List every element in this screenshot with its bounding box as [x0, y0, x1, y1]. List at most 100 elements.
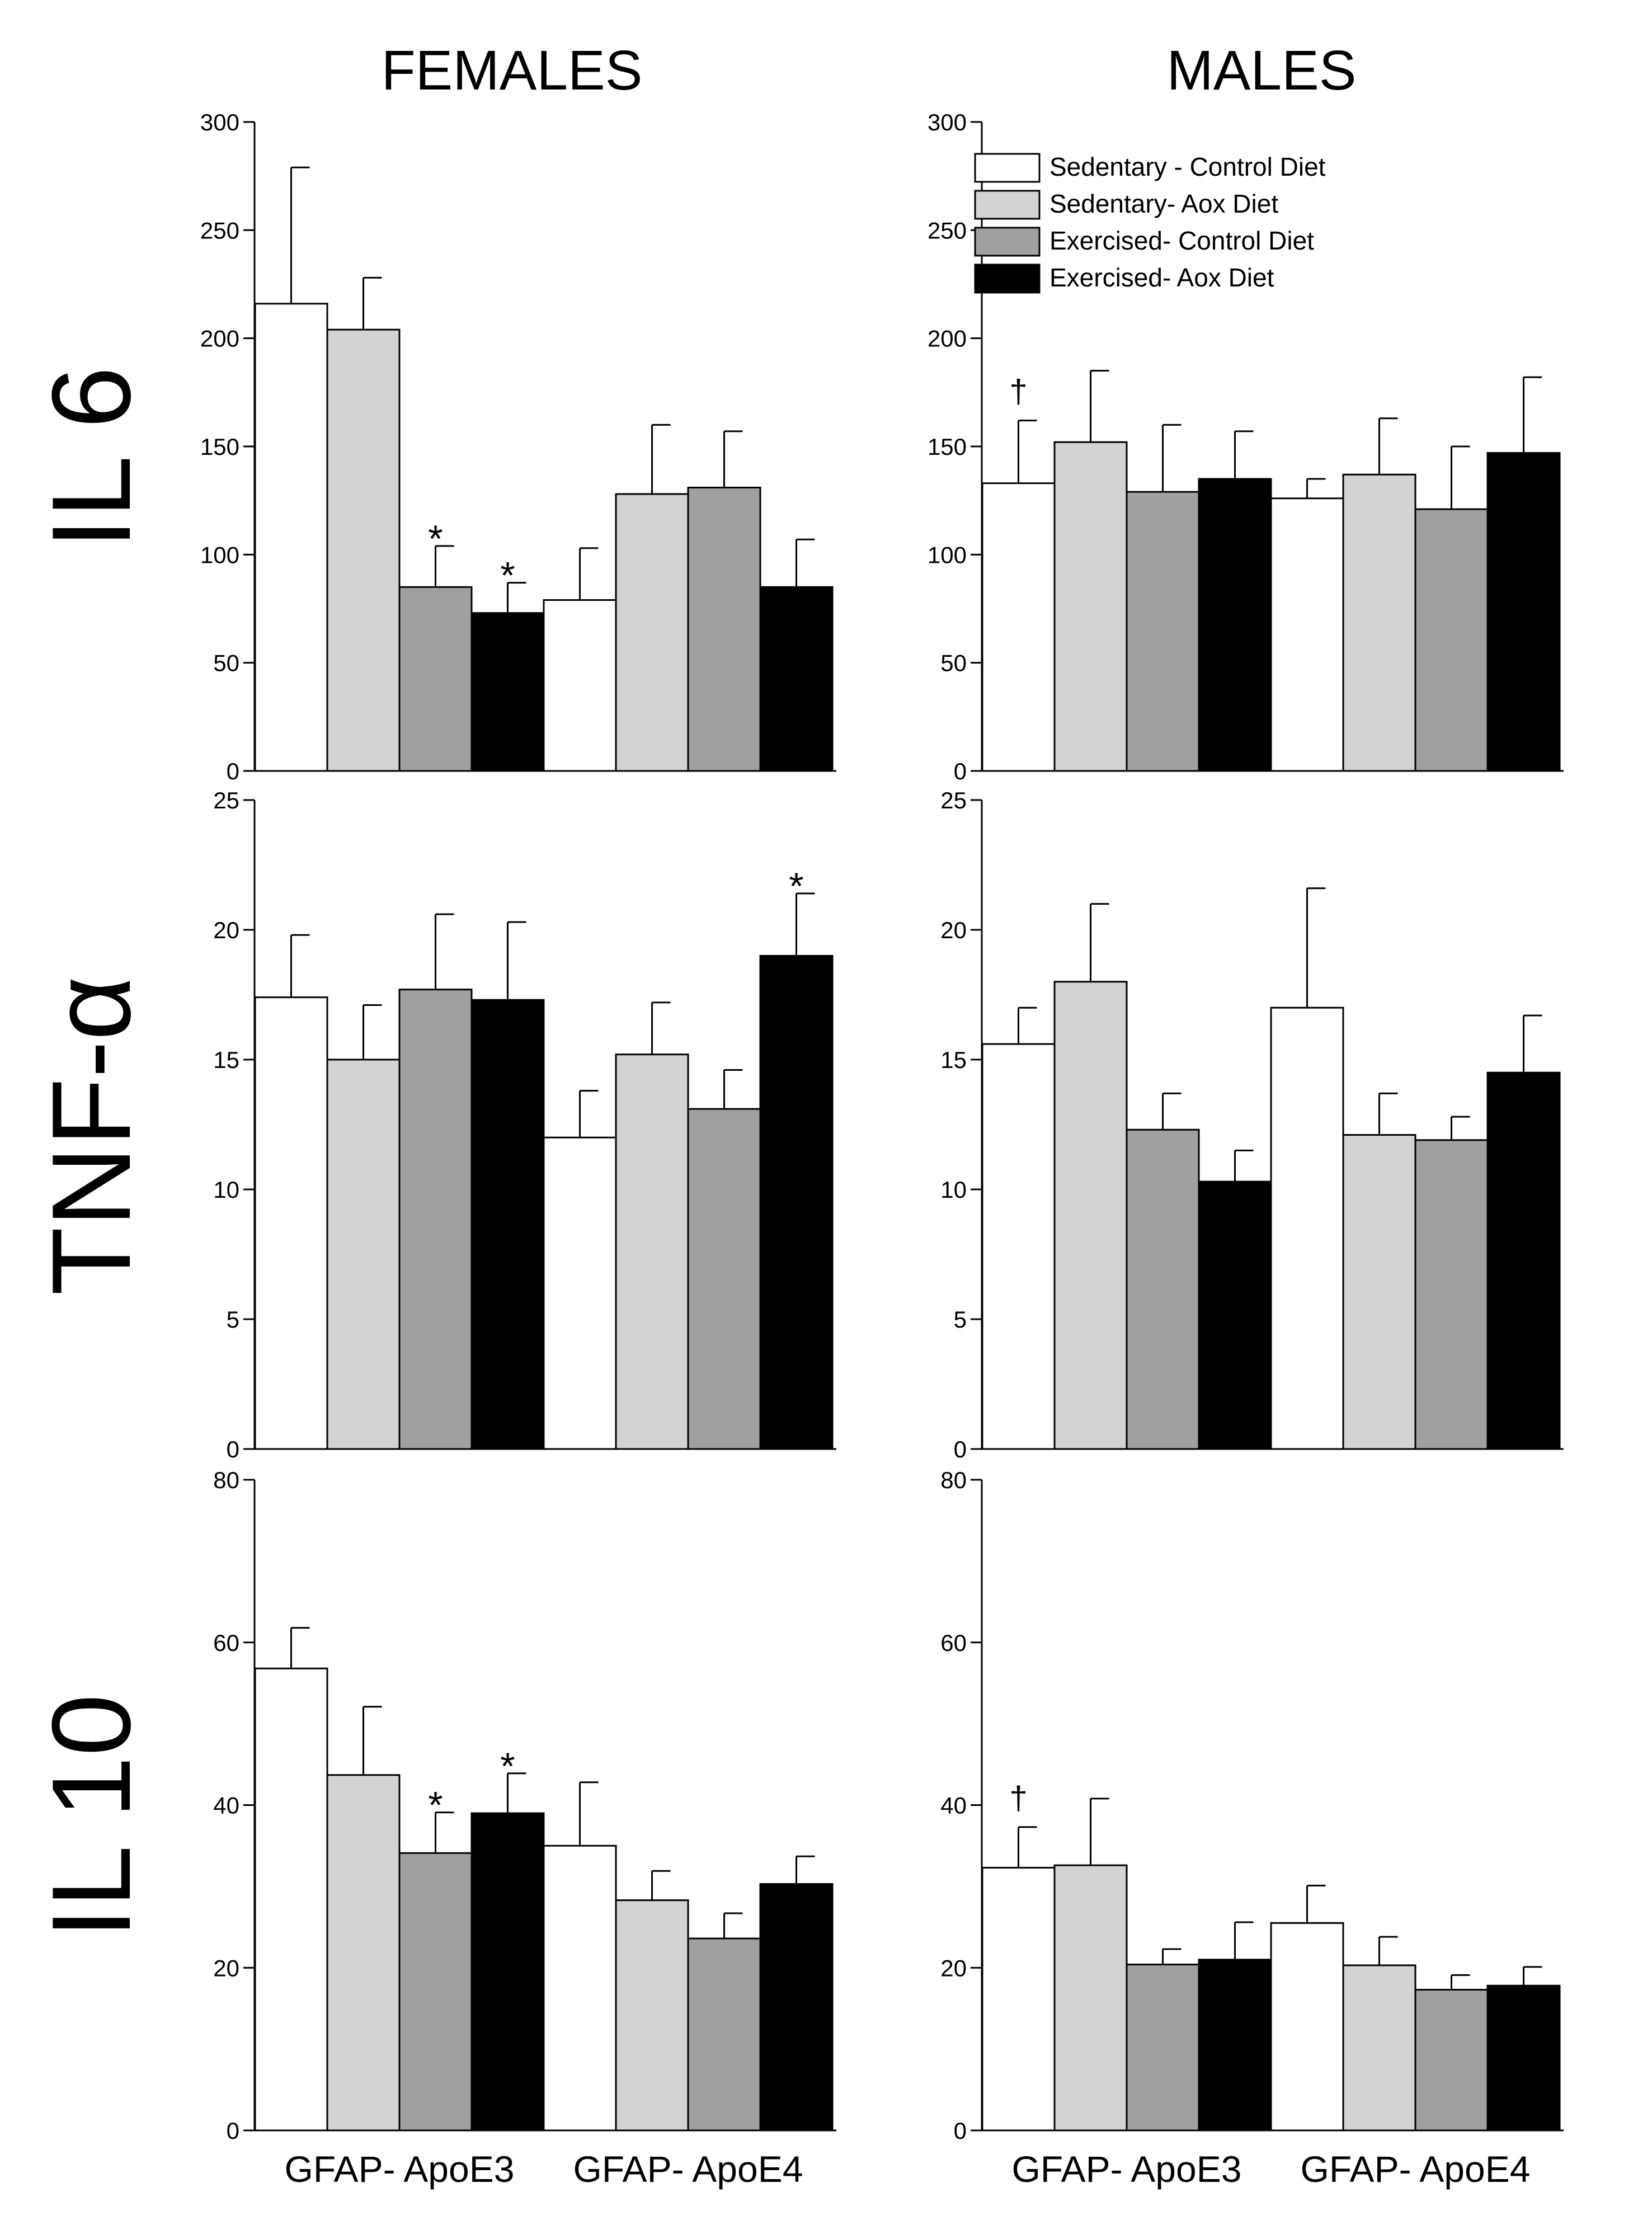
- il6-males-ytick-label-50: 50: [940, 650, 967, 676]
- il6-females-bar-2-1: [687, 486, 761, 772]
- tnf-females-bar-1-1: [615, 1053, 689, 1450]
- il6-males-bar-0-0: [981, 482, 1056, 772]
- tnf-males-panel: 0 5 10 15 20 25: [940, 787, 1564, 1462]
- tnf-females-ytick-label-15: 15: [213, 1047, 239, 1073]
- il6-females-bar-3-0: [470, 612, 545, 772]
- tnf-females-bar-0-0: [254, 996, 328, 1450]
- il10-females-panel: 0 20 40 60 80 * *: [213, 1467, 836, 2144]
- il6-males-bar-2-1: [1414, 508, 1489, 772]
- column-title-males: MALES: [1166, 39, 1356, 102]
- tnf-males-bar-1-1: [1342, 1134, 1416, 1450]
- tnf-females-bar-3-1: [759, 954, 834, 1450]
- il10-females-ytick-label-60: 60: [213, 1630, 239, 1656]
- il6-females-ytick-label-0: 0: [227, 758, 239, 784]
- tnf-females-ytick-label-10: 10: [213, 1177, 239, 1203]
- il10-males-ytick-label-0: 0: [954, 2118, 967, 2144]
- il6-females-bar-0-0: [254, 303, 328, 772]
- il10-males-ytick-label-40: 40: [940, 1793, 967, 1819]
- il6-females-bar-1-1: [615, 493, 689, 772]
- il10-males-category-label-1: GFAP- ApoE4: [1301, 2148, 1531, 2190]
- legend-label-3: Exercised- Aox Diet: [1049, 263, 1274, 292]
- legend-label-2: Exercised- Control Diet: [1049, 226, 1314, 255]
- il6-males-ytick-label-200: 200: [928, 326, 967, 352]
- il10-females-bar-3-1: [759, 1883, 834, 2132]
- il6-females-bar-1-0: [326, 328, 401, 772]
- il6-males-ytick-label-100: 100: [928, 542, 967, 568]
- il6-males-bar-2-0: [1126, 491, 1200, 772]
- tnf-males-bar-3-0: [1198, 1180, 1272, 1450]
- tnf-females-bar-2-0: [398, 989, 473, 1450]
- il10-males-bar-0-0: [981, 1866, 1056, 2132]
- labels: FEMALES IL 6 MALES TNF-α GFAP- ApoE3 GFAP- Ap…: [29, 39, 1530, 2190]
- il10-females-category-label-1: GFAP- ApoE4: [573, 2148, 803, 2190]
- il6-males-bar-3-0: [1198, 478, 1272, 772]
- il10-males-annotation-0: †: [1009, 1780, 1027, 1817]
- il6-males-annotation-0: †: [1009, 374, 1027, 410]
- il6-females-ytick-label-50: 50: [213, 650, 239, 676]
- il6-females-bar-2-0: [398, 586, 473, 772]
- il6-females-annotation-1: *: [500, 554, 515, 597]
- legend-swatch-0: [974, 153, 1041, 183]
- il10-males-bar-0-1: [1270, 1922, 1344, 2132]
- il10-females-ytick-label-40: 40: [213, 1793, 239, 1819]
- il6-males-bar-0-1: [1270, 497, 1344, 772]
- il6-males-panel: 0 50 100 150 200 250 300 †: [928, 109, 1564, 784]
- il6-females-ytick-label-200: 200: [200, 326, 239, 352]
- il6-males-ytick-label-150: 150: [928, 434, 967, 460]
- il6-females-panel: 0 50 100 150 200 250 300 * *: [200, 109, 836, 784]
- il6-females-bar-0-1: [543, 599, 617, 772]
- il10-females-annotation-1: *: [500, 1745, 515, 1787]
- tnf-females-annotation-0: *: [789, 865, 803, 907]
- legend-label-0: Sedentary - Control Diet: [1049, 152, 1326, 181]
- il10-females-bar-1-0: [326, 1774, 401, 2132]
- row-label-tnf: TNF-α: [29, 976, 154, 1296]
- il10-males-ytick-label-20: 20: [940, 1955, 967, 1981]
- il10-females-bar-3-0: [470, 1812, 545, 2132]
- il10-females-bar-0-0: [254, 1667, 328, 2132]
- tnf-males-ytick-label-0: 0: [954, 1436, 967, 1462]
- il6-males-ytick-label-300: 300: [928, 109, 967, 135]
- tnf-males-bar-1-0: [1053, 981, 1128, 1450]
- tnf-males-bar-0-1: [1270, 1006, 1344, 1450]
- il10-males-bar-1-1: [1342, 1964, 1416, 2132]
- legend-swatch-2: [974, 227, 1041, 257]
- legend-swatch-1: [974, 190, 1041, 220]
- il10-females-annotation-0: *: [428, 1784, 443, 1827]
- row-label-il6: IL 6: [29, 366, 154, 549]
- tnf-males-ytick-label-25: 25: [940, 787, 967, 813]
- il10-males-bar-2-0: [1126, 1963, 1200, 2132]
- il6-males-bar-1-0: [1053, 441, 1128, 772]
- il10-females-category-label-0: GFAP- ApoE3: [285, 2148, 515, 2190]
- tnf-males-bar-2-1: [1414, 1139, 1489, 1450]
- tnf-males-ytick-label-10: 10: [940, 1177, 967, 1203]
- il6-females-annotation-0: *: [428, 517, 443, 560]
- il6-females-ytick-label-100: 100: [200, 542, 239, 568]
- legend-swatch-3: [974, 264, 1041, 294]
- il10-females-bar-0-1: [543, 1845, 617, 2132]
- tnf-females-ytick-label-5: 5: [227, 1306, 239, 1333]
- il10-males-bar-3-0: [1198, 1959, 1272, 2132]
- tnf-females-ytick-label-20: 20: [213, 917, 239, 943]
- il6-males-bar-3-1: [1486, 452, 1561, 772]
- il10-females-bar-1-1: [615, 1899, 689, 2132]
- tnf-males-bar-3-1: [1486, 1071, 1561, 1450]
- il10-females-ytick-label-0: 0: [227, 2118, 239, 2144]
- il10-females-bar-2-1: [687, 1937, 761, 2132]
- il6-females-bar-3-1: [759, 586, 834, 772]
- il10-males-ytick-label-80: 80: [940, 1467, 967, 1493]
- il10-males-category-label-0: GFAP- ApoE3: [1012, 2148, 1242, 2190]
- tnf-males-ytick-label-15: 15: [940, 1047, 967, 1073]
- il6-males-ytick-label-0: 0: [954, 758, 967, 784]
- il10-females-bar-2-0: [398, 1852, 473, 2132]
- il6-females-ytick-label-300: 300: [200, 109, 239, 135]
- tnf-females-panel: 0 5 10 15 20 25 *: [213, 787, 836, 1462]
- tnf-males-ytick-label-5: 5: [954, 1306, 967, 1333]
- il6-females-ytick-label-250: 250: [200, 217, 239, 243]
- tnf-females-ytick-label-0: 0: [227, 1436, 239, 1462]
- il10-females-ytick-label-20: 20: [213, 1955, 239, 1981]
- legend-label-1: Sedentary- Aox Diet: [1049, 189, 1278, 218]
- row-label-il10: IL 10: [29, 1694, 154, 1939]
- il10-males-bar-2-1: [1414, 1989, 1489, 2132]
- tnf-females-bar-2-1: [687, 1108, 761, 1450]
